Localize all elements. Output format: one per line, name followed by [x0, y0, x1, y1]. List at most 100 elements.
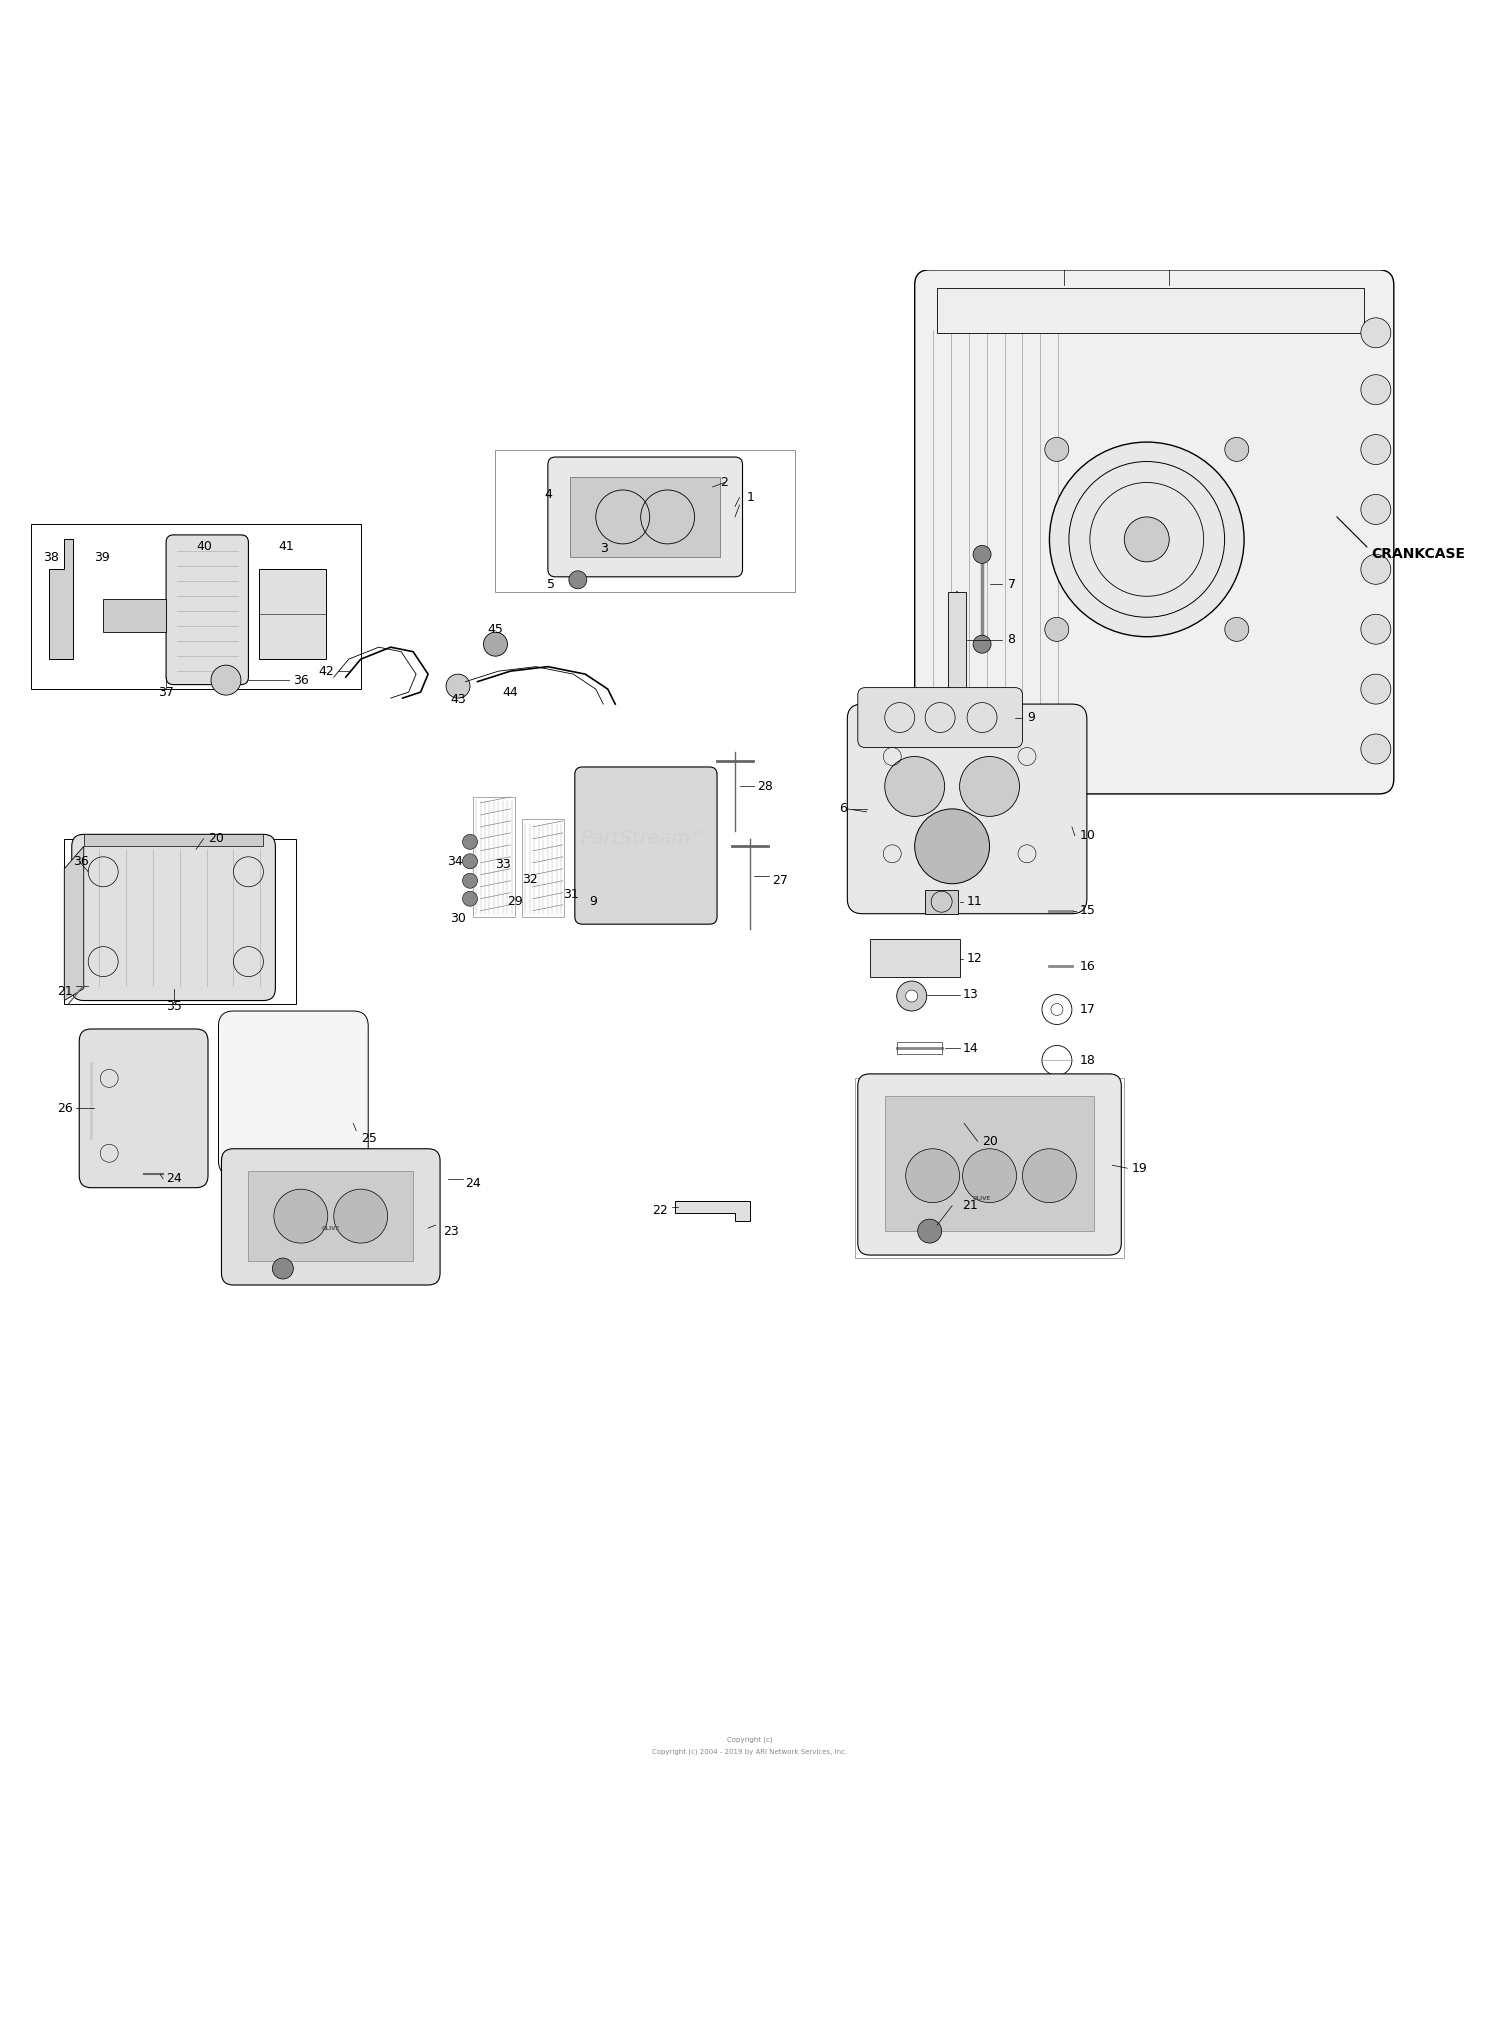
Circle shape	[918, 1218, 942, 1243]
Bar	[472, 796, 514, 917]
FancyBboxPatch shape	[72, 835, 276, 1000]
Text: 14: 14	[963, 1043, 978, 1055]
Circle shape	[1360, 318, 1390, 348]
Bar	[885, 1096, 1095, 1230]
Circle shape	[1226, 438, 1248, 460]
Circle shape	[1360, 495, 1390, 524]
Bar	[104, 599, 166, 631]
FancyBboxPatch shape	[222, 1149, 440, 1285]
Text: 9: 9	[590, 894, 597, 909]
Circle shape	[1360, 375, 1390, 405]
Text: 37: 37	[158, 686, 174, 699]
Text: 10: 10	[1080, 829, 1095, 843]
Text: 44: 44	[503, 686, 519, 699]
Bar	[938, 287, 1364, 332]
Circle shape	[274, 1190, 328, 1243]
Circle shape	[906, 1149, 960, 1202]
Circle shape	[1226, 617, 1248, 642]
Text: 41: 41	[279, 540, 294, 554]
Circle shape	[462, 854, 477, 868]
Circle shape	[1360, 434, 1390, 464]
Circle shape	[1125, 517, 1168, 562]
Text: 21: 21	[963, 1200, 978, 1212]
Text: 11: 11	[968, 894, 982, 909]
Text: 3: 3	[600, 542, 608, 554]
Text: 36: 36	[294, 674, 309, 686]
Circle shape	[211, 666, 242, 695]
Text: 15: 15	[1080, 904, 1095, 917]
Text: 24: 24	[465, 1177, 482, 1190]
Text: 17: 17	[1080, 1002, 1095, 1016]
FancyBboxPatch shape	[915, 269, 1394, 794]
Polygon shape	[50, 540, 74, 660]
Text: 39: 39	[94, 550, 110, 564]
Circle shape	[906, 990, 918, 1002]
Text: 12: 12	[968, 951, 982, 966]
FancyBboxPatch shape	[858, 1073, 1122, 1255]
Bar	[855, 1078, 1125, 1259]
Text: 30: 30	[450, 913, 465, 925]
Circle shape	[1360, 615, 1390, 644]
Circle shape	[897, 982, 927, 1010]
Text: 27: 27	[772, 874, 789, 888]
Bar	[570, 477, 720, 558]
Circle shape	[915, 809, 990, 884]
Circle shape	[1023, 1149, 1077, 1202]
Circle shape	[462, 874, 477, 888]
Text: 20: 20	[209, 833, 224, 845]
Text: 31: 31	[562, 888, 579, 900]
Text: 34: 34	[447, 856, 462, 868]
Text: 29: 29	[507, 894, 522, 909]
Text: 18: 18	[1080, 1053, 1095, 1067]
Text: Copyright (c): Copyright (c)	[728, 1738, 772, 1744]
Bar	[897, 1043, 942, 1055]
Circle shape	[1360, 554, 1390, 585]
Polygon shape	[675, 1202, 750, 1220]
FancyBboxPatch shape	[219, 1010, 368, 1175]
Text: 40: 40	[196, 540, 211, 554]
Bar	[84, 835, 264, 845]
Text: 26: 26	[57, 1102, 74, 1114]
Text: 23: 23	[442, 1224, 459, 1238]
FancyBboxPatch shape	[574, 768, 717, 925]
Bar	[64, 839, 297, 1004]
Circle shape	[1050, 442, 1244, 638]
Bar	[870, 939, 960, 976]
Text: 16: 16	[1080, 959, 1095, 972]
Circle shape	[568, 570, 586, 589]
Text: Copyright (c) 2004 - 2019 by ARI Network Services, Inc.: Copyright (c) 2004 - 2019 by ARI Network…	[652, 1750, 847, 1756]
Bar	[32, 524, 360, 689]
Text: 7: 7	[1008, 579, 1016, 591]
Circle shape	[334, 1190, 387, 1243]
Bar	[522, 819, 564, 917]
Circle shape	[1360, 674, 1390, 705]
Text: OLIVE: OLIVE	[321, 1226, 340, 1230]
Text: 21: 21	[57, 986, 74, 998]
Text: 24: 24	[166, 1171, 182, 1186]
Circle shape	[974, 636, 992, 654]
FancyBboxPatch shape	[858, 689, 1023, 748]
Circle shape	[446, 674, 470, 699]
Circle shape	[462, 835, 477, 849]
Circle shape	[960, 756, 1020, 817]
Text: 1: 1	[747, 491, 754, 503]
Circle shape	[974, 546, 992, 564]
Circle shape	[483, 631, 507, 656]
Bar	[495, 450, 795, 593]
Polygon shape	[64, 845, 84, 1000]
Text: 13: 13	[963, 988, 978, 1000]
Text: 28: 28	[758, 780, 774, 792]
Text: 6: 6	[840, 803, 848, 815]
Text: CRANKCASE: CRANKCASE	[1371, 548, 1466, 562]
Text: 36: 36	[74, 856, 88, 868]
Circle shape	[885, 756, 945, 817]
Bar	[948, 593, 966, 689]
Text: 25: 25	[360, 1133, 376, 1145]
Text: 19: 19	[1132, 1161, 1148, 1175]
Circle shape	[462, 892, 477, 906]
Bar	[249, 1171, 412, 1261]
Text: 42: 42	[318, 664, 334, 678]
Circle shape	[1046, 617, 1070, 642]
Text: 33: 33	[495, 858, 510, 870]
Bar	[926, 890, 958, 915]
